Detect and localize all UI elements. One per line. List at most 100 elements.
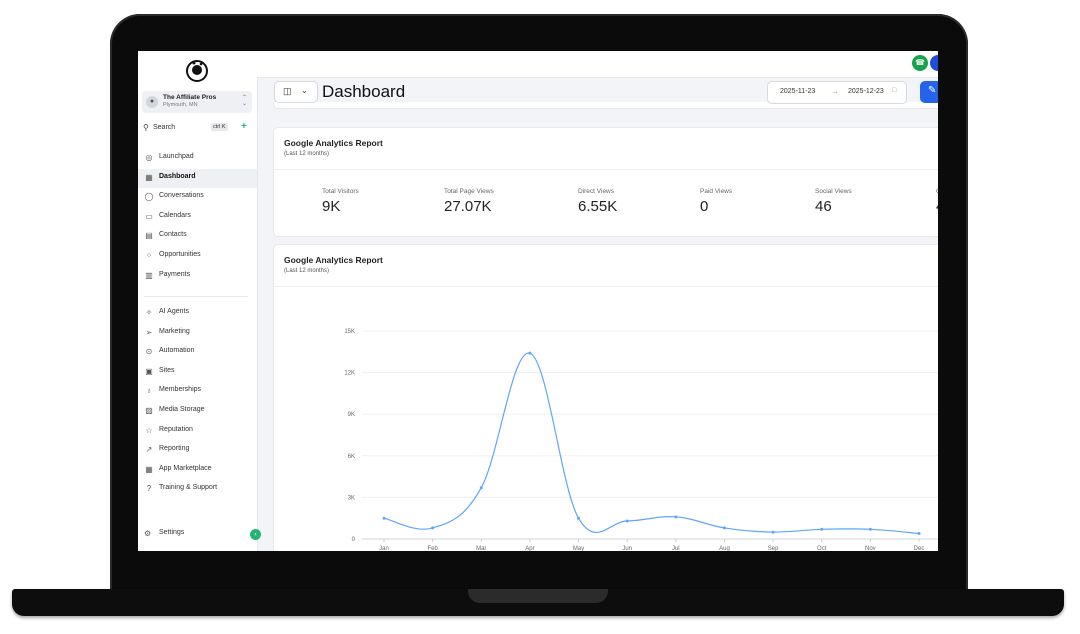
data-point[interactable] bbox=[771, 530, 775, 534]
x-tick-label: Dec bbox=[914, 546, 925, 551]
nav-primary: ◎ Launchpad ▦ Dashboard ◯ Conversations ▭ Calen… bbox=[138, 149, 257, 286]
date-start: 2025-11-23 bbox=[780, 88, 816, 95]
stat-value: 0 bbox=[700, 198, 709, 215]
data-point[interactable] bbox=[868, 527, 872, 531]
gear-icon: ⚙ bbox=[144, 529, 152, 538]
sidebar-item-settings[interactable]: ⚙ Settings bbox=[138, 525, 257, 543]
stat-label: Direct Views bbox=[578, 188, 615, 195]
data-point[interactable] bbox=[625, 519, 629, 523]
search-label: Search bbox=[153, 124, 176, 131]
x-tick-label: May bbox=[573, 546, 584, 551]
sidebar-item-launchpad[interactable]: ◎ Launchpad bbox=[138, 149, 257, 169]
trend-icon: ↗ bbox=[145, 445, 153, 455]
stat-social-views: Social Views 46 bbox=[815, 188, 852, 215]
payments-icon: ▥ bbox=[145, 270, 153, 280]
stat-total-page-views: Total Page Views 27.07K bbox=[444, 188, 494, 215]
image-icon: ▨ bbox=[145, 405, 153, 415]
y-tick-label: 15K bbox=[344, 329, 355, 335]
sidebar-item-label: Reporting bbox=[159, 445, 190, 453]
sidebar-item-media-storage[interactable]: ▨ Media Storage bbox=[138, 402, 257, 422]
data-point[interactable] bbox=[528, 351, 532, 355]
arrow-right-icon: → bbox=[831, 87, 839, 96]
card-divider bbox=[274, 169, 938, 170]
x-tick-label: Nov bbox=[865, 546, 876, 551]
search-icon: ⚲ bbox=[143, 123, 149, 132]
x-tick-label: Mar bbox=[476, 546, 486, 551]
account-avatar-icon: ● bbox=[146, 96, 158, 108]
x-tick-label: Jul bbox=[672, 546, 680, 551]
x-tick-label: Aug bbox=[719, 546, 730, 551]
edit-dashboard-button[interactable]: ✎ bbox=[920, 81, 938, 103]
analytics-stats-card: Google Analytics Report (Last 12 months)… bbox=[273, 127, 938, 237]
help-icon: ? bbox=[146, 484, 152, 494]
nav-secondary: ✧ AI Agents ➢ Marketing ⊙ Automation ▣ Sites ♁ Me… bbox=[138, 304, 257, 500]
sidebar-item-app-marketplace[interactable]: ▦ App Marketplace bbox=[138, 461, 257, 481]
sidebar-item-label: Contacts bbox=[159, 231, 187, 239]
quick-add-plus-icon[interactable]: + bbox=[241, 121, 247, 132]
sidebar-item-reporting[interactable]: ↗ Reporting bbox=[138, 441, 257, 461]
data-point[interactable] bbox=[382, 516, 386, 520]
sidebar-item-label: AI Agents bbox=[159, 308, 189, 315]
data-point[interactable] bbox=[674, 515, 678, 519]
brand-logo-icon bbox=[186, 60, 208, 82]
data-point[interactable] bbox=[722, 526, 726, 530]
x-tick-label: Oct bbox=[817, 546, 827, 551]
y-tick-label: 12K bbox=[344, 371, 355, 377]
data-point[interactable] bbox=[431, 526, 435, 530]
line-chart: 0 3K 6K 9K 12K 15K Jan Feb Mar Apr May Jun Jul Aug Sep… bbox=[344, 329, 938, 551]
sidebar-search[interactable]: ⚲ Search ctrl K + bbox=[142, 121, 252, 134]
sidebar-item-label: App Marketplace bbox=[159, 464, 212, 472]
card-divider bbox=[274, 286, 938, 287]
account-name: The Affiliate Pros bbox=[163, 94, 217, 101]
sidebar-item-label: Sites bbox=[159, 366, 175, 374]
data-point[interactable] bbox=[820, 527, 824, 531]
sidebar-item-dashboard[interactable]: ▦ Dashboard bbox=[138, 168, 257, 189]
account-location: Plymouth, MN bbox=[163, 102, 198, 108]
account-switcher[interactable]: ● The Affiliate Pros Plymouth, MN ⌃ ⌄ bbox=[142, 91, 252, 113]
sidebar-item-automation[interactable]: ⊙ Automation bbox=[138, 343, 257, 363]
star-icon: ☆ bbox=[145, 425, 153, 435]
data-point[interactable] bbox=[917, 531, 921, 535]
y-tick-label: 3K bbox=[348, 495, 355, 501]
stat-value: 46 bbox=[815, 198, 832, 215]
x-tick-label: Feb bbox=[427, 546, 438, 551]
sidebar-item-contacts[interactable]: ▤ Contacts bbox=[138, 227, 257, 247]
sidebar-item-memberships[interactable]: ♁ Memberships bbox=[138, 382, 257, 402]
sidebar-item-opportunities[interactable]: ⁘ Opportunities bbox=[138, 247, 257, 267]
data-point[interactable] bbox=[577, 516, 581, 520]
layout-view-toggle[interactable]: ◫ ⌄ bbox=[274, 81, 318, 103]
sidebar-collapse-button[interactable]: ‹ bbox=[250, 529, 261, 540]
x-tick-label: Sep bbox=[768, 546, 779, 551]
data-point[interactable] bbox=[479, 486, 483, 490]
chevron-up-down-icon: ⌃ ⌄ bbox=[241, 95, 247, 107]
sidebar-item-label: Launchpad bbox=[159, 153, 194, 160]
sidebar-item-label: Automation bbox=[159, 347, 195, 355]
page-title: Dashboard bbox=[322, 82, 406, 101]
send-icon: ➢ bbox=[145, 327, 153, 337]
sidebar-item-payments[interactable]: ▥ Payments bbox=[138, 267, 257, 287]
user-avatar[interactable] bbox=[930, 55, 938, 71]
y-tick-label: 6K bbox=[348, 454, 355, 460]
date-range-picker[interactable]: 2025-11-23 → 2025-12-23 □ bbox=[767, 81, 907, 104]
sites-icon: ▣ bbox=[145, 366, 153, 376]
sidebar-item-sites[interactable]: ▣ Sites bbox=[138, 363, 257, 383]
sidebar-item-ai-agents[interactable]: ✧ AI Agents bbox=[138, 304, 257, 324]
analytics-chart-card: Google Analytics Report (Last 12 months)… bbox=[273, 244, 938, 551]
sidebar-item-conversations[interactable]: ◯ Conversations bbox=[138, 188, 257, 208]
opportunities-icon: ⁘ bbox=[145, 250, 153, 260]
sidebar-item-calendars[interactable]: ▭ Calendars bbox=[138, 208, 257, 228]
sidebar-item-marketing[interactable]: ➢ Marketing bbox=[138, 324, 257, 344]
sidebar-item-label: Dashboard bbox=[159, 172, 196, 180]
series-line bbox=[383, 352, 920, 535]
x-tick-label: Jan bbox=[379, 546, 389, 551]
phone-call-button[interactable]: ☎ bbox=[912, 55, 928, 71]
sidebar-item-reputation[interactable]: ☆ Reputation bbox=[138, 422, 257, 442]
laptop-notch bbox=[468, 589, 608, 603]
sidebar-item-training-support[interactable]: ? Training & Support bbox=[138, 480, 257, 500]
app-screen: ● The Affiliate Pros Plymouth, MN ⌃ ⌄ ⚲ S… bbox=[138, 51, 938, 551]
stat-value: 9K bbox=[322, 198, 341, 215]
chevron-down-icon: ⌄ bbox=[301, 86, 308, 95]
x-tick-label: Jun bbox=[622, 546, 632, 551]
pencil-icon: ✎ bbox=[928, 85, 937, 96]
stat-value: 4 bbox=[936, 198, 938, 215]
